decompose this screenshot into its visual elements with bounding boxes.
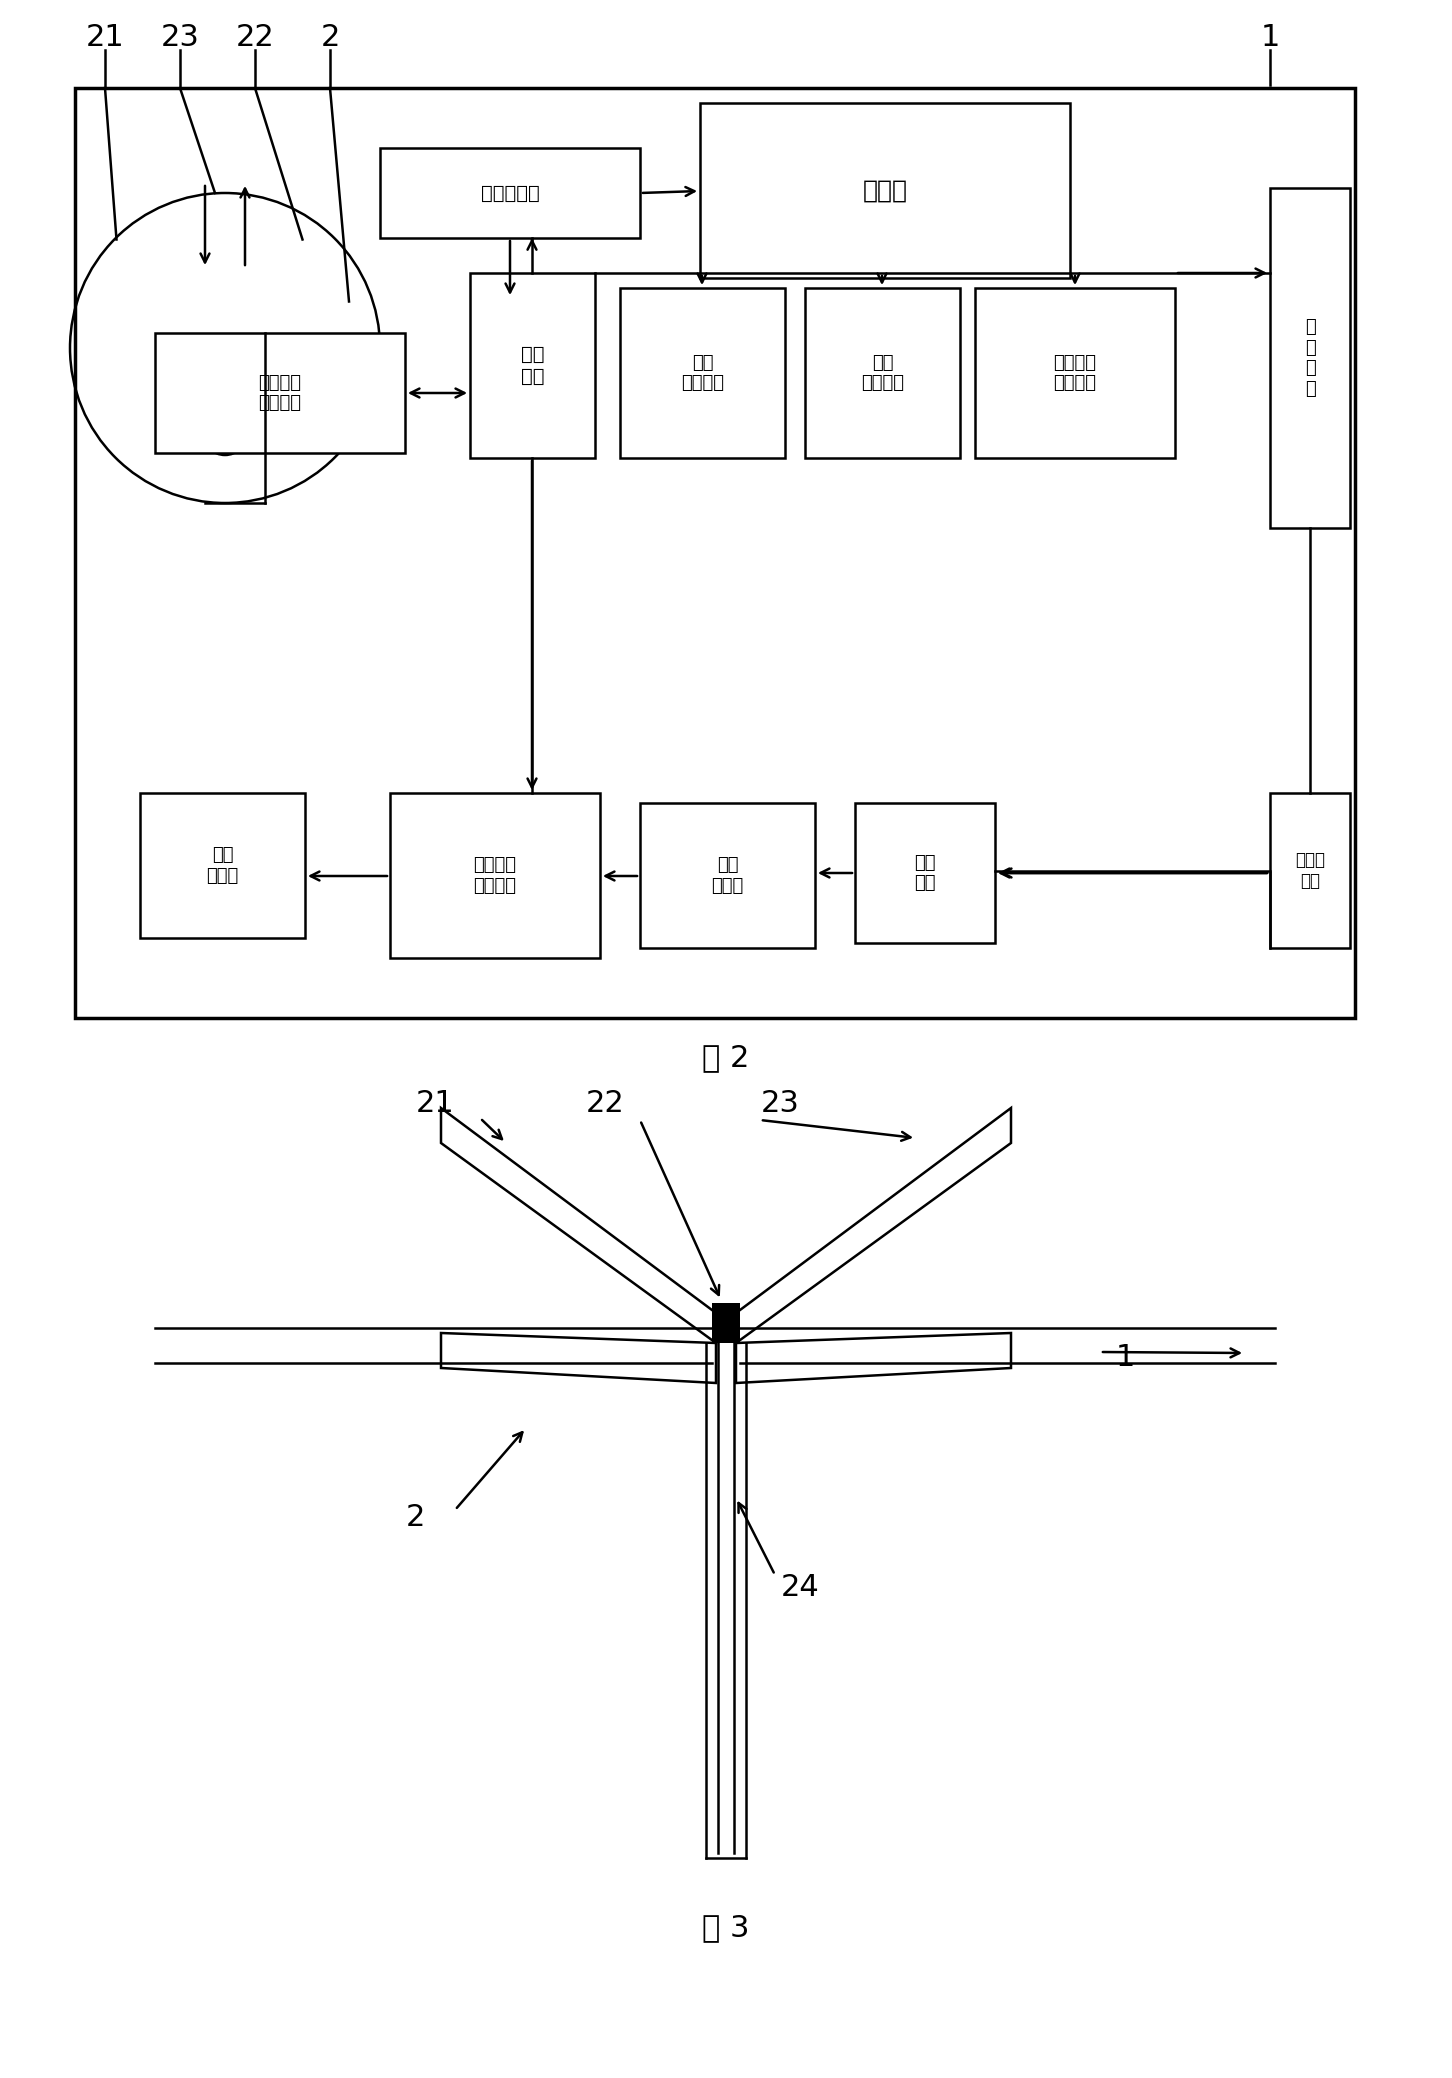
Text: 24: 24 <box>781 1573 819 1602</box>
Bar <box>380 148 640 239</box>
Bar <box>620 289 786 457</box>
Text: 22: 22 <box>235 23 274 52</box>
Text: 冷
却
风
扇: 冷 却 风 扇 <box>1305 318 1316 399</box>
Bar <box>470 272 595 457</box>
Text: 检测
显示灯: 检测 显示灯 <box>711 856 743 896</box>
Bar <box>1270 187 1350 528</box>
Bar <box>855 802 995 943</box>
Text: 温度
调节单元: 温度 调节单元 <box>681 353 725 393</box>
Bar <box>640 802 815 948</box>
Text: 21: 21 <box>415 1089 454 1118</box>
Bar <box>76 87 1355 1018</box>
Bar <box>974 289 1175 457</box>
Text: 中央
芯片: 中央 芯片 <box>521 345 544 387</box>
Text: 温度检测
控制单元: 温度检测 控制单元 <box>258 374 302 411</box>
Text: 1: 1 <box>1115 1344 1134 1371</box>
Text: 显示屏: 显示屏 <box>862 179 908 202</box>
Text: 2: 2 <box>321 23 340 52</box>
Text: 23: 23 <box>161 23 199 52</box>
Text: 图 2: 图 2 <box>703 1043 749 1072</box>
Text: 2: 2 <box>405 1504 424 1531</box>
Text: 外电源
插座: 外电源 插座 <box>1295 852 1326 889</box>
Text: 22: 22 <box>585 1089 624 1118</box>
Bar <box>700 104 1070 278</box>
Bar <box>155 332 405 453</box>
Text: 微波功率
调节单元: 微波功率 调节单元 <box>1054 353 1096 393</box>
Text: 时间
调节单元: 时间 调节单元 <box>861 353 905 393</box>
Text: 计算机接口: 计算机接口 <box>481 183 539 202</box>
Text: 直流电源
线路单元: 直流电源 线路单元 <box>473 856 517 896</box>
Bar <box>711 1303 741 1342</box>
Text: 1: 1 <box>1260 23 1279 52</box>
Text: 图 3: 图 3 <box>703 1914 749 1943</box>
Bar <box>139 794 305 937</box>
Bar <box>391 794 600 958</box>
Text: 21: 21 <box>86 23 125 52</box>
Text: 微波
发生器: 微波 发生器 <box>206 846 238 885</box>
Text: 电源
开关: 电源 开关 <box>915 854 935 891</box>
Bar <box>1270 794 1350 948</box>
Bar <box>804 289 960 457</box>
Text: 23: 23 <box>761 1089 800 1118</box>
